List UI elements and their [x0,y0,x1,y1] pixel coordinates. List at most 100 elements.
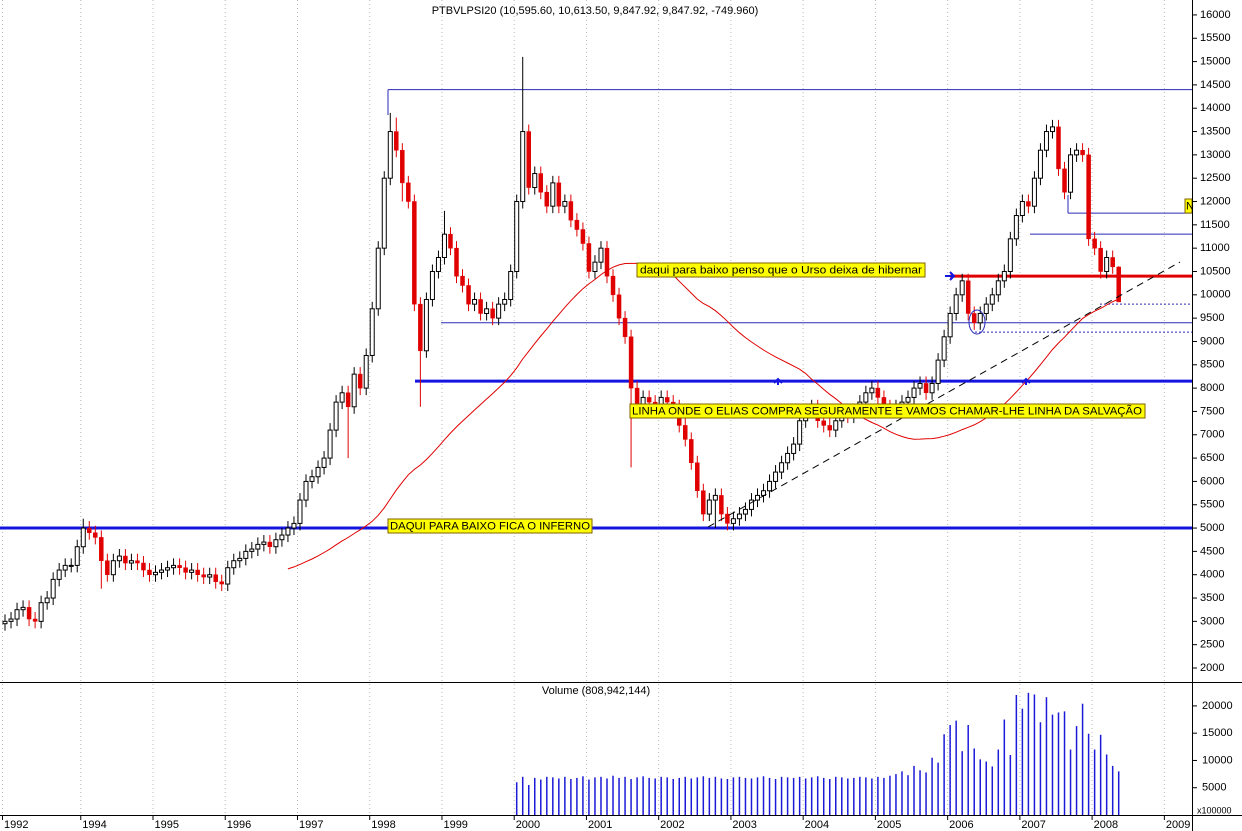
candle-body [279,534,285,541]
y-tick-label: 2500 [1200,639,1224,651]
candle-body [995,280,1001,296]
candle-body [339,392,345,403]
candle-body [1080,149,1085,156]
candle-body [550,182,556,207]
candle-body [56,569,62,580]
trend-line [707,261,1181,528]
arrow-right [945,271,956,281]
candle-body [123,555,128,564]
candle-body [863,392,869,403]
candle-body [1068,154,1074,193]
candle-body [701,490,706,515]
candle-body [333,401,339,431]
candle-body [50,578,56,599]
candle-body [237,557,243,562]
candle-body [460,275,465,286]
candle-body [80,527,86,548]
candle-body [38,602,44,622]
candle-body [68,564,74,567]
candle-body [1049,126,1055,133]
y-tick-label: 4000 [1200,569,1224,581]
candle-body [381,177,387,249]
candle-body [1007,238,1013,272]
candle-body [977,312,983,324]
candle-body [610,275,616,296]
candle-body [917,382,923,389]
x-tick-label: 2000 [516,819,540,831]
candle-body [827,425,832,431]
moving-average [287,262,1119,570]
candle-body [1110,257,1115,268]
candle-body [767,480,773,492]
candle-body [297,499,303,524]
y-tick-label: 6500 [1200,452,1224,464]
candle-body [1062,168,1067,193]
annotation: DAQUI PARA BAIXO FICA O INFERNO [390,520,590,532]
candle-body [105,560,110,575]
candle-body [171,564,177,569]
candle-body [357,373,363,389]
y-tick-label: 11000 [1200,242,1230,254]
volume-title: Volume (808,942,144) [542,685,650,697]
annotation-box [636,262,926,278]
candle-body [556,182,562,207]
candle-body [923,383,929,394]
candle-body [508,270,514,300]
candle-body [959,280,965,296]
y-tick-label: 16000 [1200,9,1231,21]
candle-body [20,606,26,611]
candle-body [983,303,989,314]
candle-body [779,462,785,473]
x-tick-label: 2001 [588,819,612,831]
candle-body [231,560,237,569]
candle-body [574,219,580,230]
candle-body [412,201,417,305]
candle-body [255,543,261,550]
candle-body [947,312,953,338]
candle-body [785,452,791,464]
annotation: daqui para baixo penso que o Urso deixa … [640,264,922,276]
volume-unit: x100000 [1197,805,1232,815]
candle-body [911,387,917,398]
candle-body [363,354,369,389]
candle-body [1086,154,1091,240]
chart-title: PTBVLPSI20 (10,595.60, 10,613.50, 9,847.… [432,5,759,17]
annotation: LINHA ONDE O ELIAS COMPRA SEGURAMENTE E … [632,404,1142,417]
candle-body [706,499,712,515]
candle-body [165,567,171,571]
volume-tick-label: 15000 [1202,727,1233,739]
candle-body [592,261,598,272]
y-tick-label: 7500 [1200,405,1224,417]
candle-body [369,308,375,356]
y-tick-label: 4500 [1200,545,1224,557]
y-tick-label: 12000 [1200,195,1231,207]
candle-body [1019,201,1025,217]
y-tick-label: 10500 [1200,265,1231,277]
candle-body [538,173,544,193]
candle-body [327,429,333,459]
y-tick-label: 3500 [1200,592,1224,604]
volume-tick-label: 10000 [1202,754,1233,766]
x-tick-label: 1998 [371,819,395,831]
candle-body [219,581,224,585]
candle-body [8,618,14,622]
y-tick-label: 3000 [1200,615,1224,627]
annotation: N [1186,200,1194,212]
candle-body [1037,149,1043,179]
y-tick-label: 8000 [1200,382,1224,394]
candle-body [291,522,297,529]
y-tick-label: 10000 [1200,289,1231,301]
candle-body [454,247,459,277]
x-tick-label: 1995 [155,819,179,831]
candle-body [755,494,760,501]
candle-body [478,299,483,314]
candle-body [87,527,92,533]
candle-body [1001,270,1007,282]
candle-body [496,303,502,319]
candle-body [712,494,718,501]
candle-body [953,294,959,314]
candle-body [821,420,826,426]
candle-body [189,569,195,573]
candle-body [448,233,453,249]
y-tick-label: 9000 [1200,335,1224,347]
